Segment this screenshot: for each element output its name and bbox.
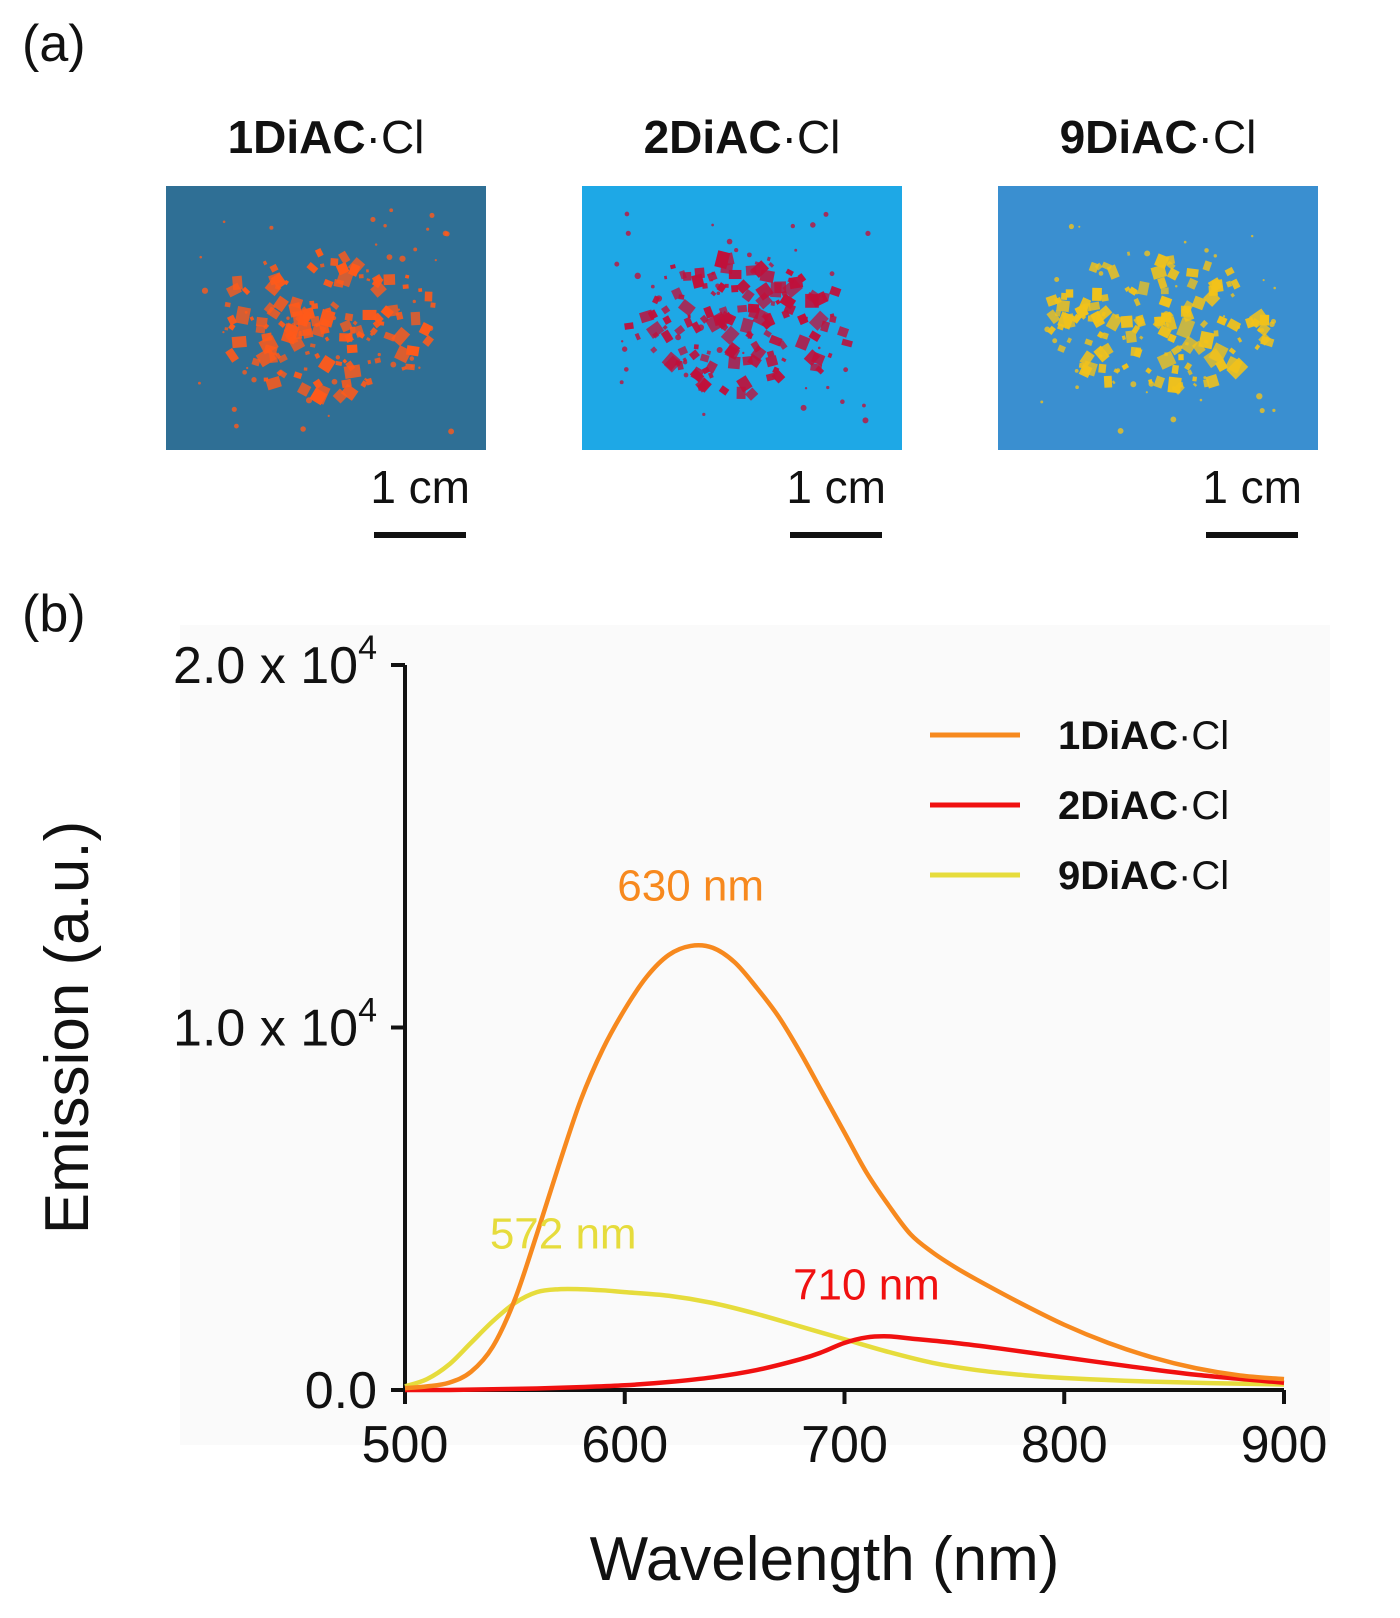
peak-annotation: 710 nm (793, 1260, 940, 1309)
scale-label: 1 cm (370, 461, 470, 513)
powder-pile (198, 208, 455, 435)
y-tick-label: 2.0 x 104 (173, 629, 377, 695)
sample-photo (582, 186, 902, 450)
y-tick-label: 1.0 x 104 (173, 992, 377, 1058)
sample-name-bold: 9DiAC (1059, 111, 1198, 163)
x-tick-label: 900 (1241, 1416, 1328, 1474)
legend-label: 2DiAC·Cl (1058, 784, 1229, 828)
scale-label: 1 cm (786, 461, 886, 513)
x-tick-label: 500 (362, 1416, 449, 1474)
sample-name-suffix: ·Cl (781, 111, 841, 163)
sample-photo (166, 186, 486, 450)
powder-pile (1040, 223, 1277, 434)
series-line-1DiAC (404, 943, 1285, 1391)
x-tick-label: 800 (1021, 1416, 1108, 1474)
scale-bar (374, 532, 466, 538)
emission-chart: 500 600 700 800 900 0.0 1.0 x 104 2.0 x 104 Wave… (33, 625, 1330, 1594)
peak-annotation: 572 nm (490, 1210, 637, 1259)
sample-name-bold: 1DiAC (227, 111, 366, 163)
sample-9DiAC: 9DiAC·Cl 1 cm (998, 110, 1318, 550)
sample-name-bold: 2DiAC (643, 111, 782, 163)
panel-b-label: (b) (22, 585, 86, 643)
legend-label: 1DiAC·Cl (1058, 714, 1229, 758)
x-tick-label: 600 (581, 1416, 668, 1474)
peak-annotation: 630 nm (617, 862, 764, 911)
sample-name-suffix: ·Cl (1197, 111, 1257, 163)
x-tick-label: 700 (801, 1416, 888, 1474)
sample-photo (998, 186, 1318, 450)
powder-pile (614, 211, 871, 424)
scale-label: 1 cm (1202, 461, 1302, 513)
series-line-2DiAC (404, 1334, 1285, 1393)
panel-a-label: (a) (22, 15, 86, 73)
chart-background (180, 625, 1330, 1445)
x-axis-label: Wavelength (nm) (590, 1525, 1060, 1594)
sample-name-suffix: ·Cl (365, 111, 425, 163)
sample-title: 2DiAC·Cl (582, 110, 902, 164)
sample-2DiAC: 2DiAC·Cl 1 cm (582, 110, 902, 550)
sample-1DiAC: 1DiAC·Cl 1 cm (166, 110, 486, 550)
series-line-9DiAC (404, 1286, 1285, 1389)
y-tick-label: 0.0 (305, 1362, 377, 1420)
sample-title: 9DiAC·Cl (998, 110, 1318, 164)
scale-bar (1206, 532, 1298, 538)
sample-title: 1DiAC·Cl (166, 110, 486, 164)
legend-label: 9DiAC·Cl (1058, 854, 1229, 898)
scale-bar (790, 532, 882, 538)
photo-background (582, 186, 902, 450)
y-axis-label: Emission (a.u.) (33, 821, 102, 1234)
